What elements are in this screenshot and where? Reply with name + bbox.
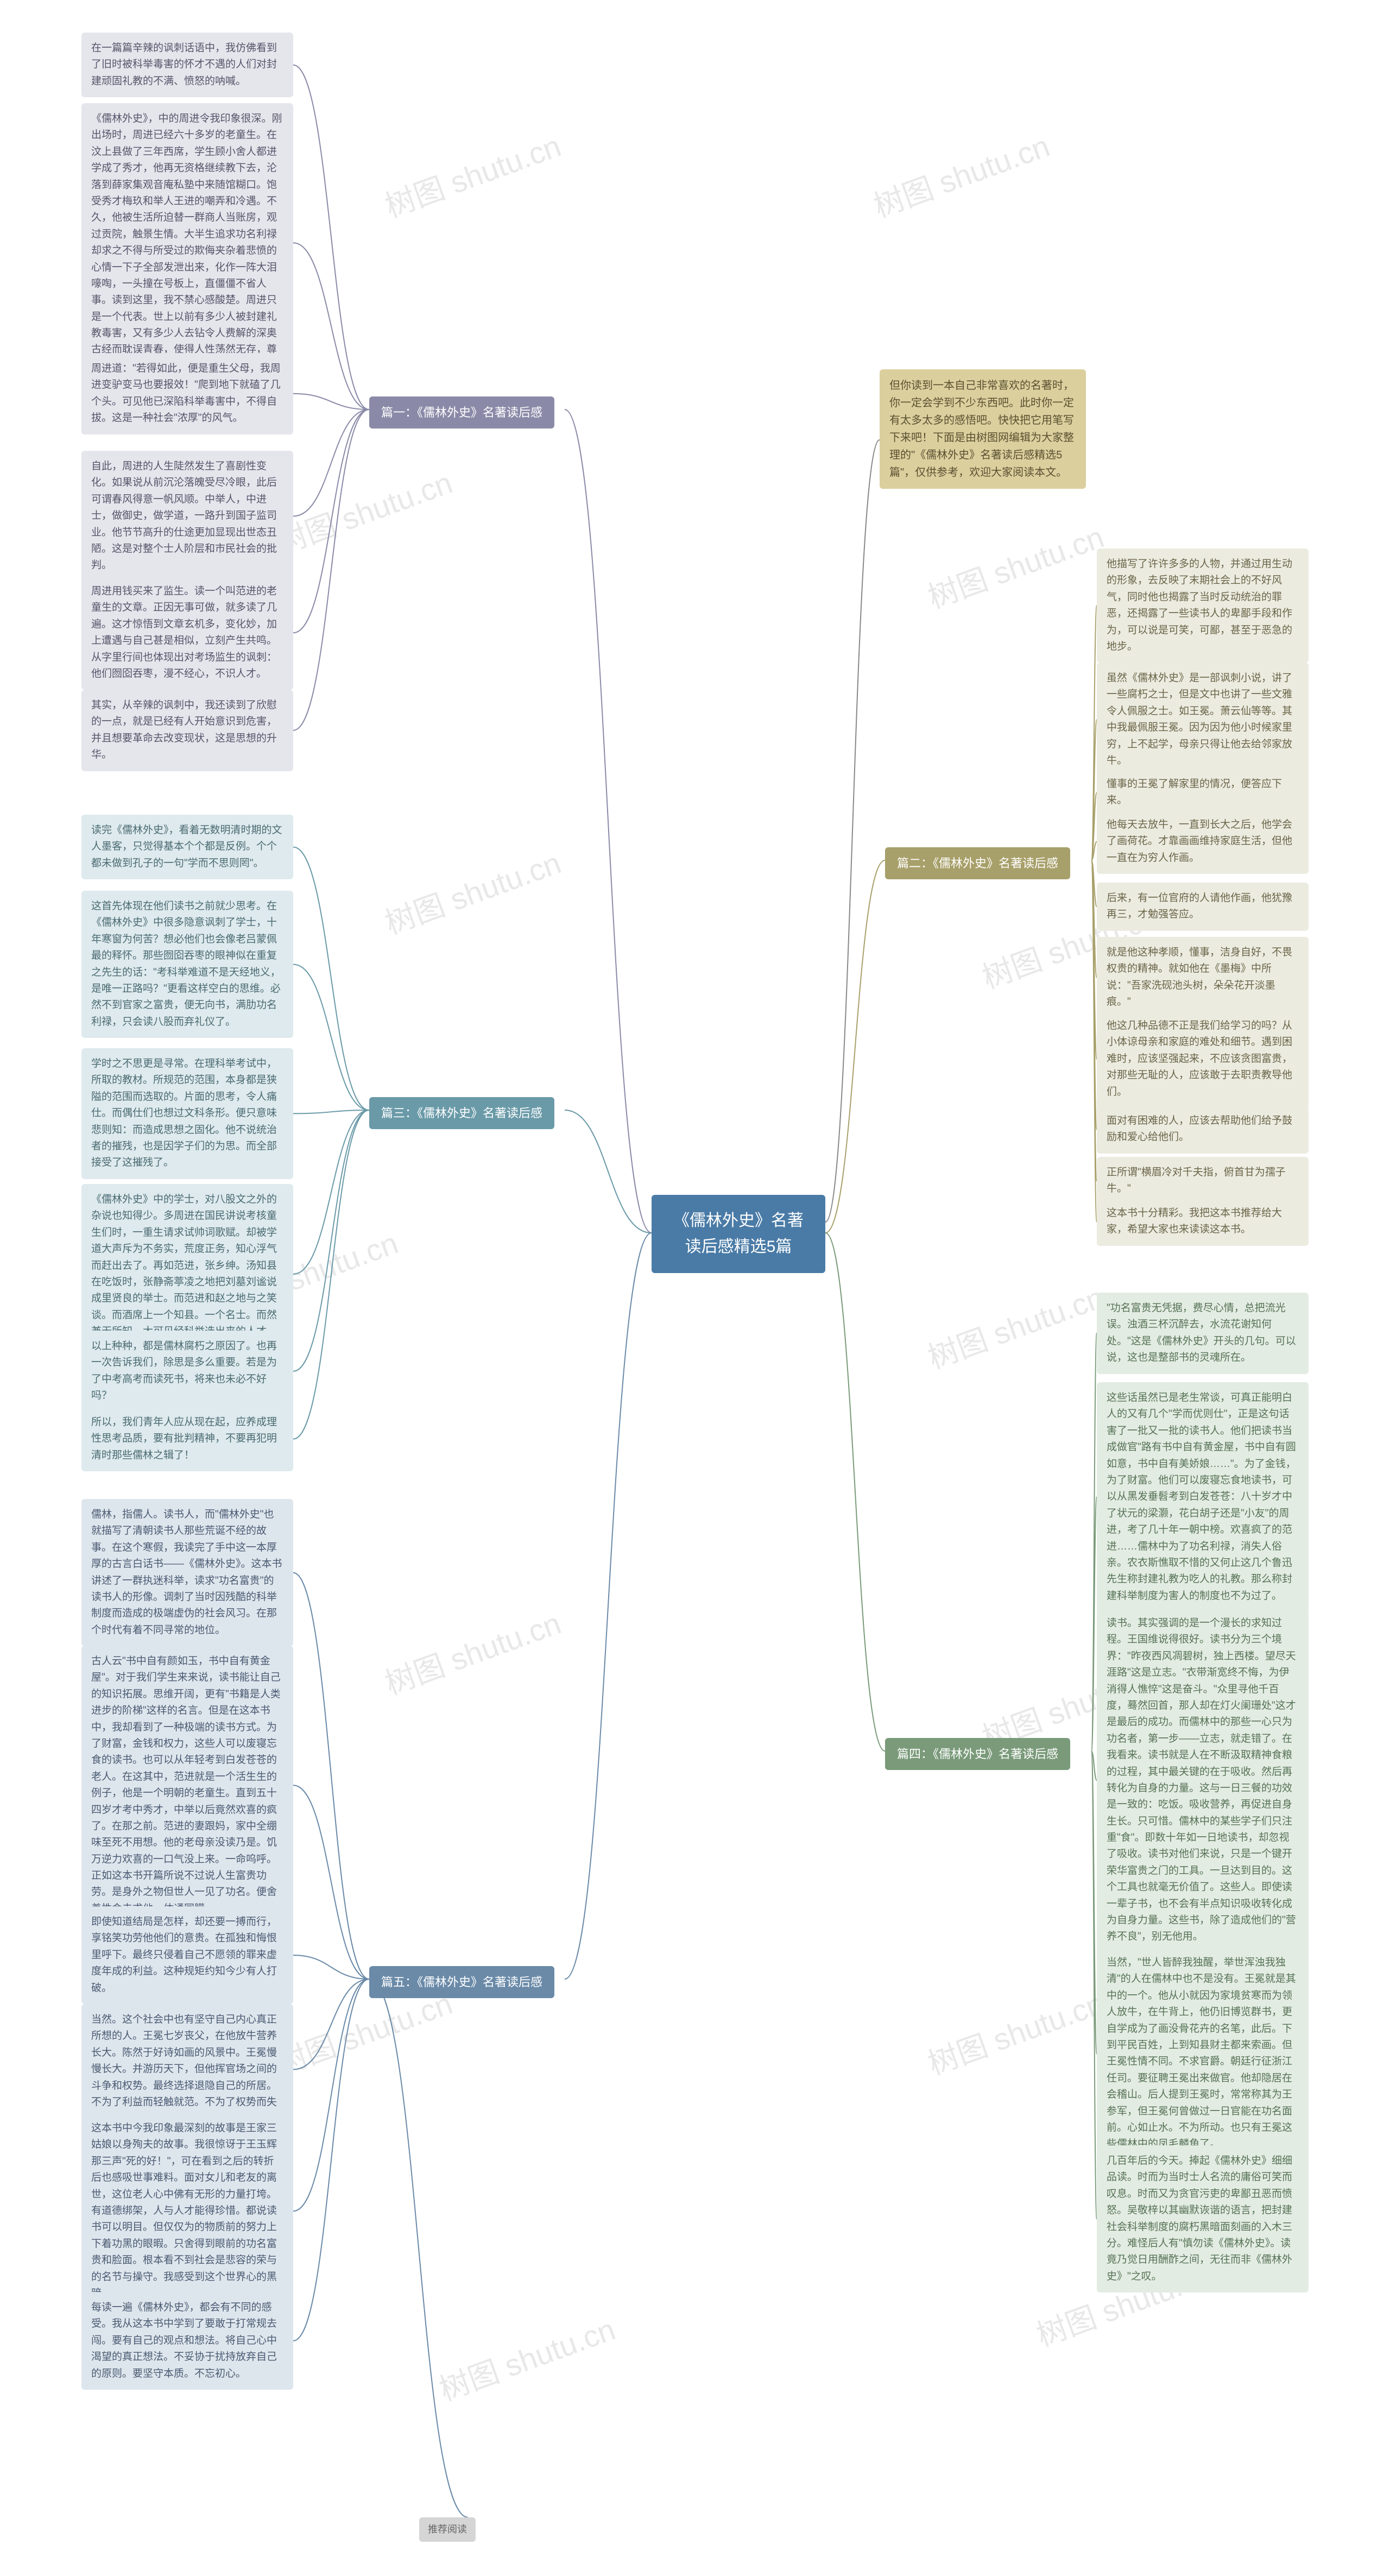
branch-label-2: 篇二：《儒林外史》名著读后感 bbox=[885, 847, 1070, 879]
content-card: 《儒林外史》，中的周进令我印象很深。刚出场时，周进已经六十多岁的老童生。在汶上县… bbox=[81, 103, 293, 382]
watermark-text: 树图 shutu.cn bbox=[432, 2305, 621, 2409]
center-title-text: 《儒林外史》名著读后感精选5篇 bbox=[673, 1212, 804, 1256]
branch-label-3: 篇三：《儒林外史》名著读后感 bbox=[369, 1097, 554, 1129]
branch-label-5: 篇五：《儒林外史》名著读后感 bbox=[369, 1966, 554, 1998]
content-card: 周进道："若得如此，便是重生父母，我周进变驴变马也要报效！"爬到地下就磕了几个头… bbox=[81, 353, 293, 434]
content-card: 以上种种，都是儒林腐朽之原因了。也再一次告诉我们，除思是多么重要。若是为了中考高… bbox=[81, 1331, 293, 1412]
content-card: 当然，"世人皆醉我独醒，举世浑浊我独清"的人在儒林中也不是没有。王冕就是其中的一… bbox=[1097, 1947, 1309, 2161]
content-card: "功名富贵无凭据，费尽心情，总把流光误。浊酒三杯沉醉去，水流花谢知何处。"这是《… bbox=[1097, 1293, 1309, 1374]
watermark-text: 树图 shutu.cn bbox=[269, 458, 458, 563]
content-card: 几百年后的今天。捧起《儒林外史》细细品读。时而为当时士人名流的庸俗可笑而叹息。时… bbox=[1097, 2145, 1309, 2292]
watermark-text: 树图 shutu.cn bbox=[867, 122, 1055, 226]
content-card: 后来，有一位官府的人请他作画，他犹豫再三，才勉强答应。 bbox=[1097, 883, 1309, 931]
content-card: 就是他这种孝顺，懂事，洁身自好，不畏权贵的精神。就如他在《墨梅》中所说："吾家洗… bbox=[1097, 937, 1309, 1018]
intro-text-card: 但你读到一本自己非常喜欢的名著时，你一定会学到不少东西吧。此时你一定有太多太多的… bbox=[880, 369, 1086, 489]
recommend-reading: 推荐阅读 bbox=[419, 2517, 476, 2542]
content-card: 在一篇篇辛辣的讽刺话语中，我仿佛看到了旧时被科举毒害的怀才不遇的人们对封建顽固礼… bbox=[81, 33, 293, 97]
watermark-text: 树图 shutu.cn bbox=[921, 513, 1109, 617]
watermark-text: 树图 shutu.cn bbox=[378, 839, 566, 943]
center-title: 《儒林外史》名著读后感精选5篇 bbox=[652, 1195, 825, 1273]
content-card: 古人云"书中自有颜如玉，书中自有黄金屋"。对于我们学生来来说，读书能让自己的知识… bbox=[81, 1646, 293, 1925]
content-card: 其实，从辛辣的讽刺中，我还读到了欣慰的一点，就是已经有人开始意识到危害，并且想要… bbox=[81, 690, 293, 771]
content-card: 所以，我们青年人应从现在起，应养成理性思考品质，要有批判精神，不要再犯明清时那些… bbox=[81, 1407, 293, 1471]
recommend-label: 推荐阅读 bbox=[428, 2524, 467, 2535]
content-card: 自此，周进的人生陡然发生了喜剧性变化。如果说从前沉沦落魄受尽冷眼，此后可谓春风得… bbox=[81, 451, 293, 582]
branch-label-1: 篇一：《儒林外史》名著读后感 bbox=[369, 396, 554, 429]
content-card: 他这几种品德不正是我们给学习的吗？从小体谅母亲和家庭的难处和细节。遇到困难时，应… bbox=[1097, 1010, 1309, 1108]
content-card: 学时之不思更是寻常。在理科举考试中，所取的教材。所规范的范围，本身都是狭隘的范围… bbox=[81, 1048, 293, 1179]
content-card: 周进用钱买来了监生。读一个叫范进的老童生的文章。正因无事可做，就多读了几遍。这才… bbox=[81, 576, 293, 690]
intro-text: 但你读到一本自己非常喜欢的名著时，你一定会学到不少东西吧。此时你一定有太多太多的… bbox=[889, 380, 1074, 478]
content-card: 每读一遍《儒林外史》，都会有不同的感受。我从这本书中学到了要敢于打常规去闯。要有… bbox=[81, 2292, 293, 2390]
watermark-text: 树图 shutu.cn bbox=[921, 1273, 1109, 1377]
content-card: 这首先体现在他们读书之前就少思考。在《儒林外史》中很多隐意讽刺了学士，十年寒窗为… bbox=[81, 891, 293, 1038]
content-card: 虽然《儒林外史》是一部讽刺小说，讲了一些腐朽之士，但是文中也讲了一些文雅令人佩服… bbox=[1097, 663, 1309, 777]
content-card: 读书。其实强调的是一个漫长的求知过程。王国维说得很好。读书分为三个境界："昨夜西… bbox=[1097, 1608, 1309, 1953]
content-card: 他每天去放牛，一直到长大之后，他学会了画荷花。才靠画画维持家庭生活，但他一直在为… bbox=[1097, 809, 1309, 874]
content-card: 读完《儒林外史》，看着无数明清时期的文人墨客，只觉得基本个个都是反例。个个都未做… bbox=[81, 815, 293, 879]
content-card: 他描写了许许多多的人物，并通过用生动的形象，去反映了末期社会上的不好风气，同时他… bbox=[1097, 549, 1309, 663]
content-card: 这些话虽然已是老生常谈，可真正能明白人的又有几个"学而优则仕"，正是这句话害了一… bbox=[1097, 1382, 1309, 1612]
content-card: 这本书十分精彩。我把这本书推荐给大家，希望大家也来读读这本书。 bbox=[1097, 1198, 1309, 1246]
content-card: 面对有困难的人，应该去帮助他们给予鼓励和爱心给他们。 bbox=[1097, 1105, 1309, 1154]
branch-label-4: 篇四：《儒林外史》名著读后感 bbox=[885, 1738, 1070, 1770]
content-card: 儒林，指儒人。读书人，而"儒林外史"也就描写了清朝读书人那些荒诞不经的故事。在这… bbox=[81, 1499, 293, 1646]
watermark-text: 树图 shutu.cn bbox=[378, 1599, 566, 1703]
watermark-text: 树图 shutu.cn bbox=[921, 1979, 1109, 2083]
content-card: 即使知道结局是怎样，却还要一搏而行，享铭笑功劳他他们的意贵。在孤独和悔恨里呼下。… bbox=[81, 1906, 293, 2004]
watermark-text: 树图 shutu.cn bbox=[378, 122, 566, 226]
content-card: 这本书中今我印象最深刻的故事是王家三姑娘以身殉夫的故事。我很惊讶于王玉辉那三声"… bbox=[81, 2113, 293, 2309]
